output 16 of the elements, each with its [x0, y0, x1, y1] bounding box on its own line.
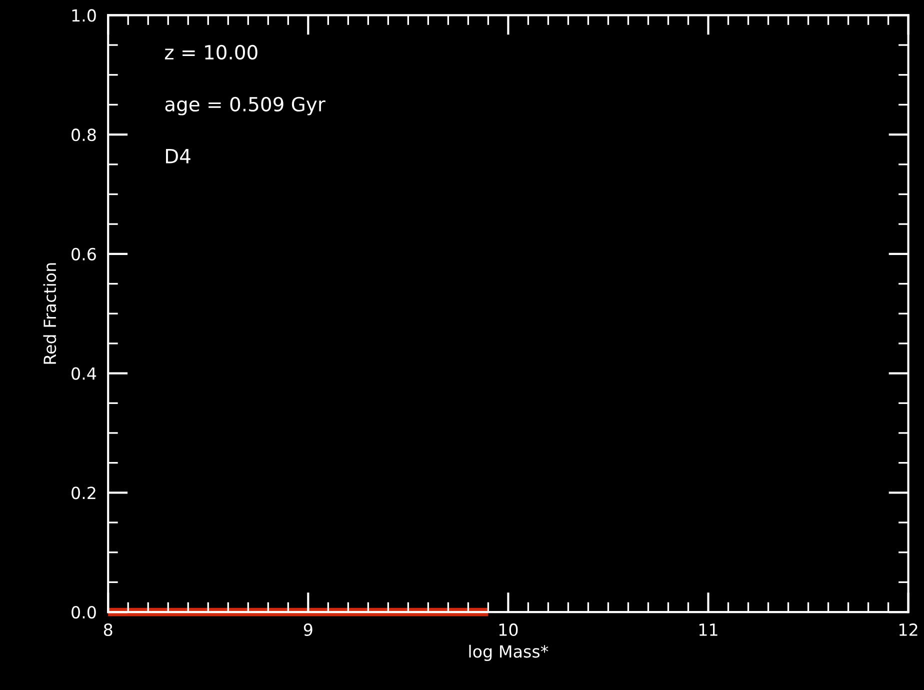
x-tick-label: 8 — [104, 623, 112, 636]
x-tick-label: 12 — [900, 623, 918, 636]
y-tick-label: 1.0 — [72, 9, 96, 22]
y-tick-label: 0.2 — [72, 486, 96, 500]
y-tick-label: 0.6 — [72, 248, 96, 260]
x-axis-title: log Mass* — [469, 644, 548, 661]
annotation: age = 0.509 Gyr — [165, 96, 326, 116]
annotation: D4 — [166, 149, 190, 164]
y-axis-title: Red Fraction — [43, 263, 56, 364]
y-tick-label: 0.0 — [72, 606, 96, 619]
x-tick-label: 10 — [499, 623, 518, 636]
x-tick-label: 9 — [304, 623, 312, 636]
x-tick-label: 11 — [699, 624, 718, 636]
y-tick-label: 0.8 — [72, 128, 96, 142]
y-tick-label: 0.4 — [72, 367, 96, 380]
annotation: z = 10.00 — [164, 44, 258, 60]
